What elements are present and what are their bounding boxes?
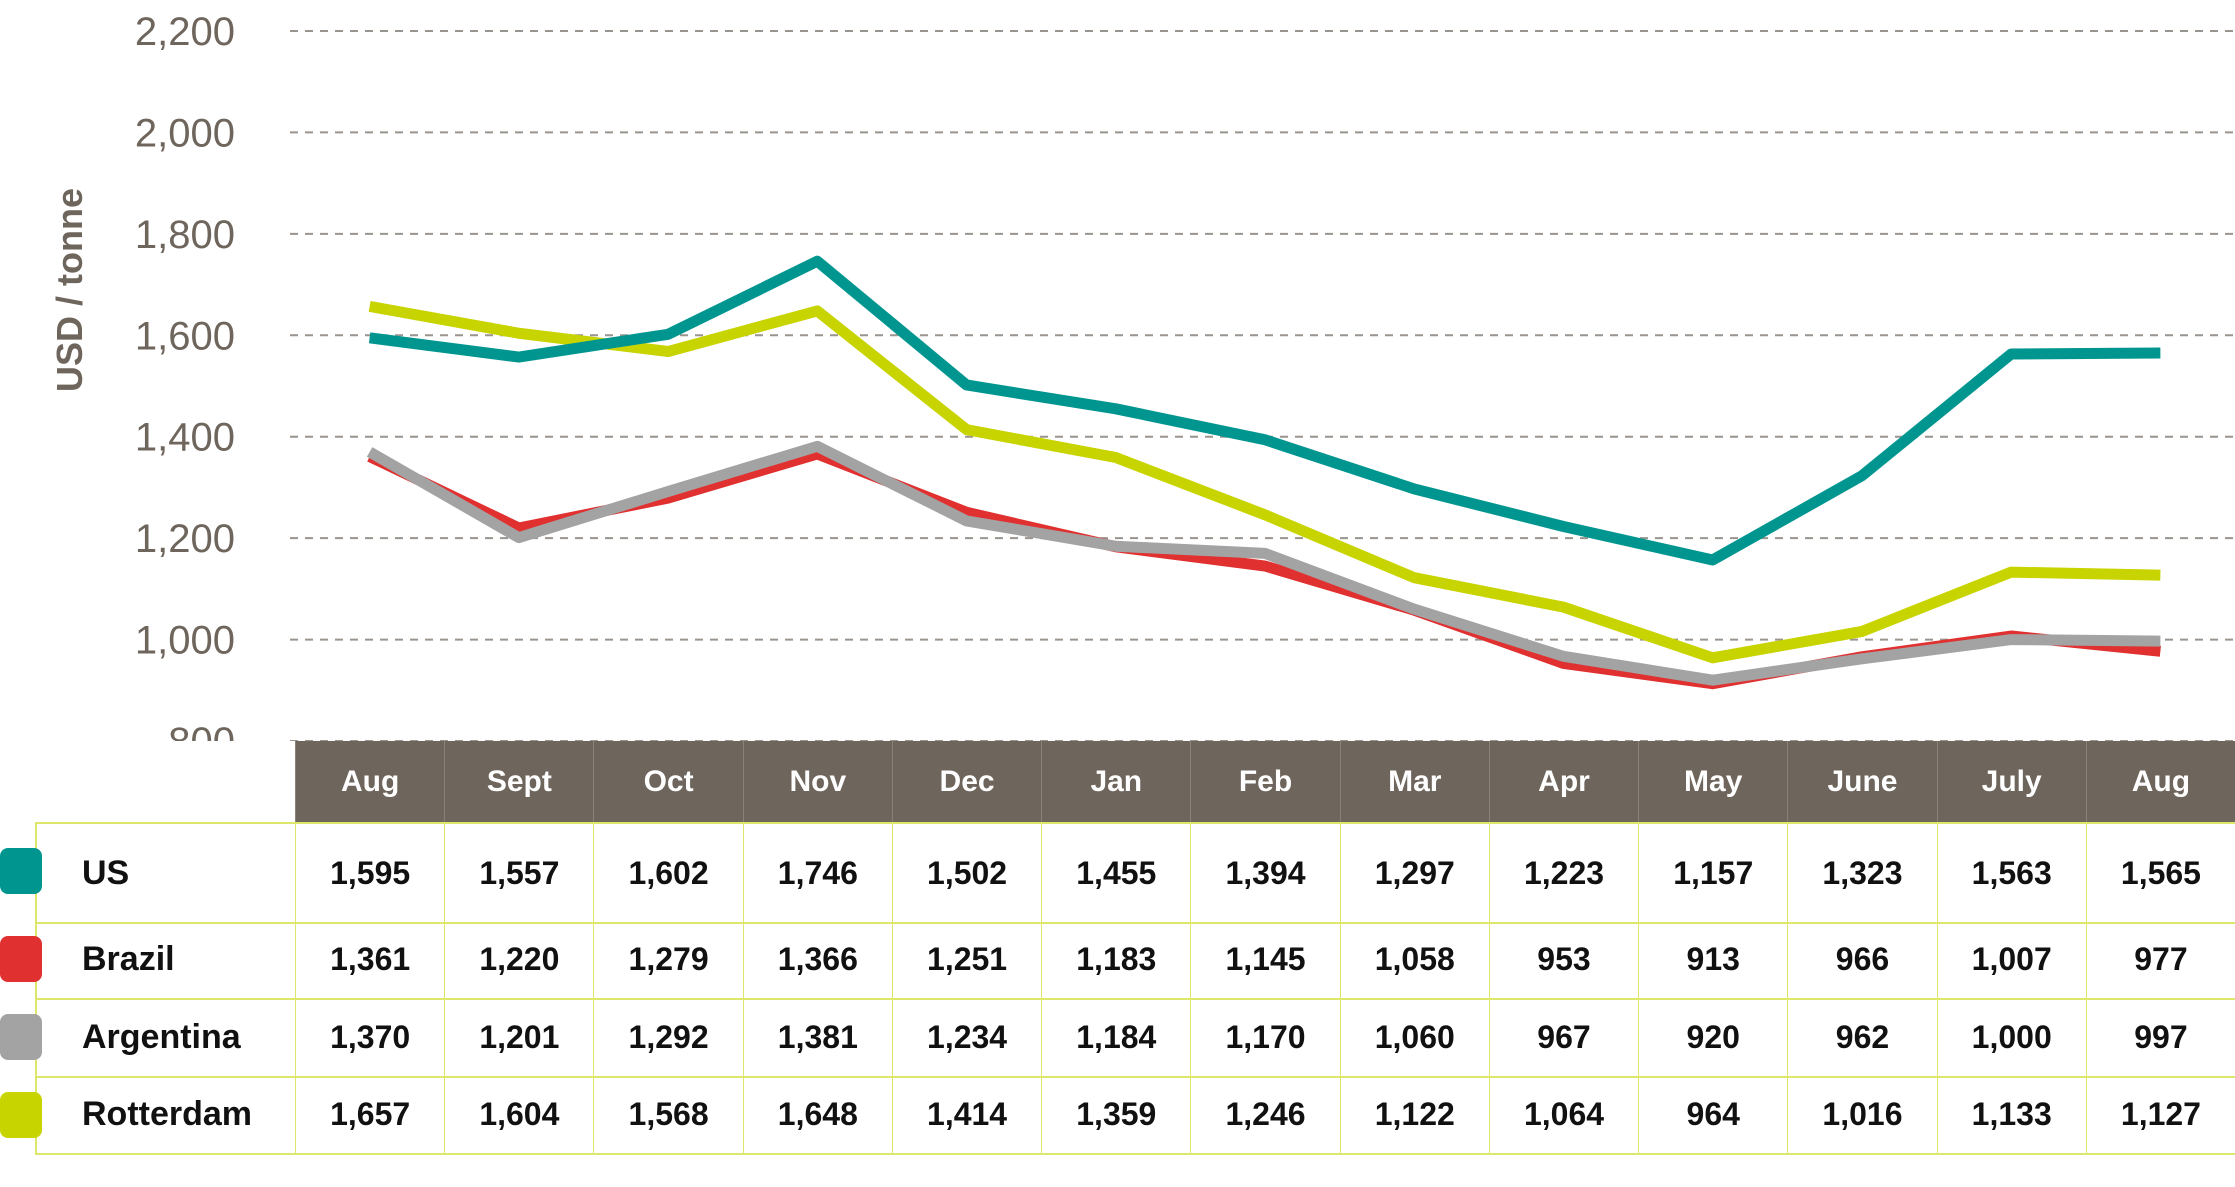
table-row: Brazil 1,361 1,220 1,279 1,366 1,251 1,183 1,14… [35, 920, 2235, 1000]
data-label: 1,394 [1190, 824, 1339, 922]
data-label: 1,184 [1041, 998, 1190, 1076]
data-label: 1,220 [444, 920, 593, 998]
legend-swatch-brazil [0, 936, 42, 982]
data-label: 1,251 [891, 920, 1041, 998]
data-label: 1,127 [2085, 1076, 2235, 1153]
data-label: 1,058 [1339, 920, 1489, 998]
data-label: 1,170 [1190, 998, 1339, 1076]
data-label: 1,370 [295, 998, 444, 1076]
data-label: 966 [1787, 920, 1936, 998]
data-label: 1,414 [891, 1076, 1041, 1153]
x-tick-label: Apr [1488, 741, 1638, 822]
data-label: 1,746 [742, 824, 892, 922]
y-tick-label: 1,000 [135, 619, 235, 663]
data-label: 964 [1638, 1076, 1787, 1153]
y-tick-label: 2,200 [135, 10, 235, 54]
data-label: 1,292 [593, 998, 742, 1076]
series-line-rotterdam [368, 300, 2161, 664]
table-row: Argentina 1,370 1,201 1,292 1,381 1,234 1,184 1… [35, 998, 2235, 1078]
data-label: 977 [2085, 920, 2235, 998]
table-row: Rotterdam 1,657 1,604 1,568 1,648 1,414 1,359 1… [35, 1076, 2235, 1155]
y-tick-label: 1,800 [135, 213, 235, 257]
data-label: 1,122 [1339, 1076, 1489, 1153]
data-label: 953 [1488, 920, 1638, 998]
y-axis-label: USD / tonne [49, 188, 90, 392]
x-tick-label: Dec [891, 741, 1041, 822]
data-label: 920 [1638, 998, 1787, 1076]
x-tick-label: Jan [1041, 741, 1190, 822]
data-label: 1,604 [444, 1076, 593, 1153]
y-tick-label: 1,200 [135, 517, 235, 561]
table-row: US 1,595 1,557 1,602 1,746 1,502 1,455 1,394 1,2… [35, 822, 2235, 924]
data-label: 1,007 [1936, 920, 2086, 998]
data-label: 1,297 [1339, 824, 1489, 922]
line-chart: 800 1,000 1,200 1,400 1,600 1,800 2,000 2,200 US… [49, 10, 2235, 741]
data-label: 1,657 [295, 1076, 444, 1153]
y-tick-label: 1,600 [135, 314, 235, 358]
data-label: 967 [1488, 998, 1638, 1076]
x-tick-label: Aug [295, 741, 444, 822]
header-row: Aug Sept Oct Nov Dec Jan Feb Mar Apr May June July A… [295, 741, 2235, 822]
legend-swatch-argentina [0, 1014, 42, 1060]
data-label: 1,157 [1638, 824, 1787, 922]
y-tick-label: 800 [168, 720, 235, 741]
data-label: 1,016 [1787, 1076, 1936, 1153]
legend-label: Brazil [35, 920, 295, 998]
x-tick-label: Nov [742, 741, 892, 822]
data-label: 1,361 [295, 920, 444, 998]
data-label: 1,563 [1936, 824, 2086, 922]
data-label: 1,133 [1936, 1076, 2086, 1153]
data-label: 1,568 [593, 1076, 742, 1153]
data-label: 1,246 [1190, 1076, 1339, 1153]
legend-label: Rotterdam [35, 1076, 295, 1153]
x-tick-label: July [1936, 741, 2086, 822]
legend-swatch-us [0, 848, 42, 894]
series-line-brazil [367, 448, 2161, 690]
data-label: 1,145 [1190, 920, 1339, 998]
data-label: 997 [2085, 998, 2235, 1076]
x-tick-label: Sept [444, 741, 593, 822]
data-label: 1,602 [593, 824, 742, 922]
data-label: 1,064 [1488, 1076, 1638, 1153]
data-label: 1,648 [742, 1076, 892, 1153]
series-line-us [368, 255, 2161, 566]
data-label: 1,060 [1339, 998, 1489, 1076]
data-label: 1,000 [1936, 998, 2086, 1076]
x-tick-label: Oct [593, 741, 742, 822]
data-label: 1,502 [891, 824, 1041, 922]
data-label: 1,279 [593, 920, 742, 998]
data-label: 913 [1638, 920, 1787, 998]
legend-label: Argentina [35, 998, 295, 1076]
x-tick-label: June [1787, 741, 1936, 822]
data-label: 1,455 [1041, 824, 1190, 922]
data-label: 1,366 [742, 920, 892, 998]
data-label: 962 [1787, 998, 1936, 1076]
data-label: 1,381 [742, 998, 892, 1076]
data-label: 1,183 [1041, 920, 1190, 998]
y-tick-label: 1,400 [135, 416, 235, 460]
data-label: 1,565 [2085, 824, 2235, 922]
x-tick-label: Feb [1190, 741, 1339, 822]
data-label: 1,201 [444, 998, 593, 1076]
x-tick-label: Mar [1339, 741, 1489, 822]
x-tick-label: May [1638, 741, 1787, 822]
data-label: 1,595 [295, 824, 444, 922]
data-label: 1,223 [1488, 824, 1638, 922]
legend-swatch-rotterdam [0, 1091, 42, 1138]
data-label: 1,359 [1041, 1076, 1190, 1153]
data-label: 1,323 [1787, 824, 1936, 922]
x-tick-label: Aug [2085, 741, 2235, 822]
y-tick-label: 2,000 [135, 111, 235, 155]
data-label: 1,234 [891, 998, 1041, 1076]
data-label: 1,557 [444, 824, 593, 922]
legend-label: US [35, 824, 295, 922]
series-line-argentina [366, 440, 2161, 686]
